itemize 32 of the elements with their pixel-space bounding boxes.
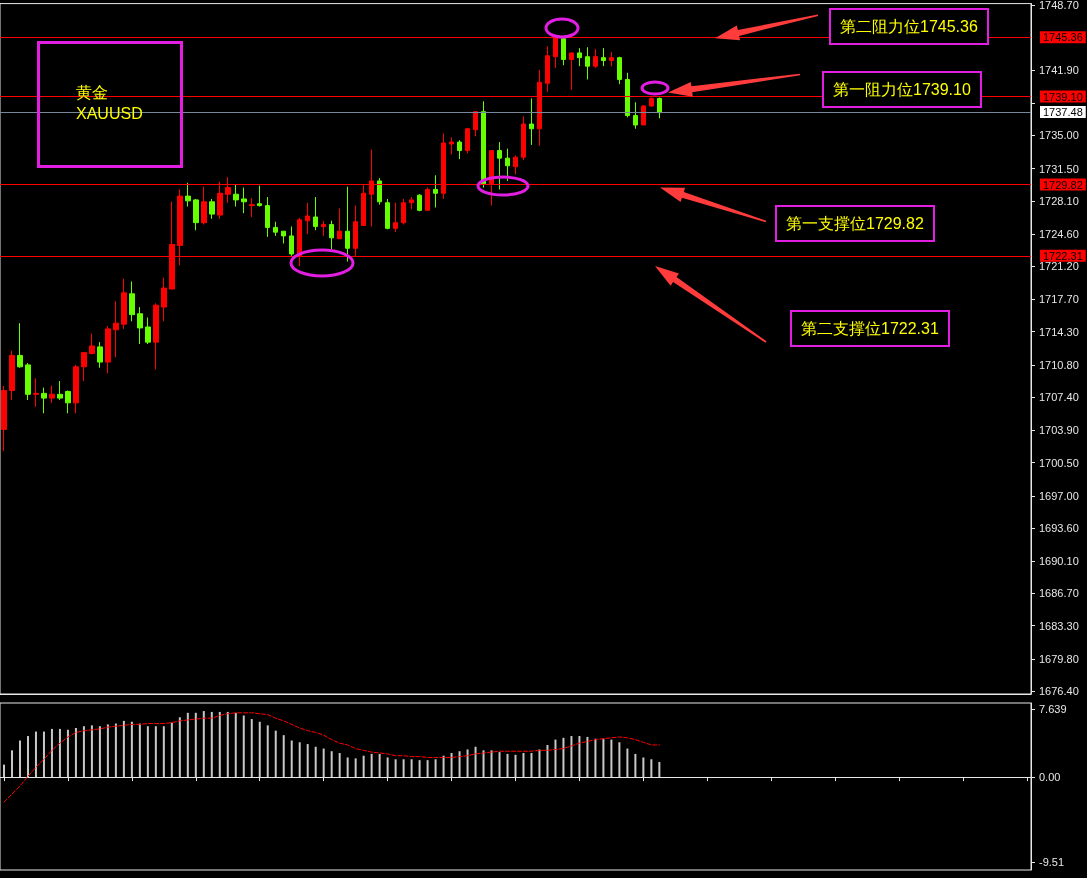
y-tick-label: 0.00 (1039, 771, 1061, 784)
y-tick-label: 1741.90 (1039, 63, 1079, 76)
y-tick-label: 1714.30 (1039, 325, 1079, 338)
ref-line-label: 1745.36 (1043, 31, 1083, 44)
y-tick-label: -9.51 (1039, 856, 1065, 869)
y-tick-label: 1686.70 (1039, 587, 1079, 600)
y-tick-label: 1728.10 (1039, 194, 1079, 207)
y-tick-label: 1724.60 (1039, 228, 1079, 241)
y-tick-label: 1707.40 (1039, 391, 1079, 404)
y-tick-label: 1710.80 (1039, 358, 1079, 371)
y-tick-label: 1700.50 (1039, 456, 1079, 469)
annotation: 第一支撑位1729.82 (775, 205, 935, 243)
annotation: 第二阻力位1745.36 (829, 7, 989, 45)
y-tick-label: 1679.80 (1039, 652, 1079, 665)
y-tick-label: 1721.20 (1039, 260, 1079, 273)
y-tick-label: 1683.30 (1039, 619, 1079, 632)
y-tick-label: 1731.50 (1039, 162, 1079, 175)
ref-line-label: 1737.48 (1043, 105, 1083, 118)
ref-line-label: 1739.10 (1043, 90, 1083, 103)
y-tick-label: 1717.70 (1039, 293, 1079, 306)
ref-line-label: 1722.31 (1043, 249, 1083, 262)
annotation: 第一阻力位1739.10 (822, 71, 982, 109)
y-tick-label: 1748.70 (1039, 0, 1079, 12)
y-tick-label: 1676.40 (1039, 685, 1079, 698)
y-tick-label: 1735.00 (1039, 129, 1079, 142)
y-tick-label: 7.639 (1039, 702, 1067, 715)
y-tick-label: 1703.90 (1039, 424, 1079, 437)
y-tick-label: 1697.00 (1039, 489, 1079, 502)
ref-line-label: 1729.82 (1043, 178, 1083, 191)
y-tick-label: 1690.10 (1039, 555, 1079, 568)
y-tick-label: 1693.60 (1039, 522, 1079, 535)
annotation: 第二支撑位1722.31 (790, 309, 950, 347)
